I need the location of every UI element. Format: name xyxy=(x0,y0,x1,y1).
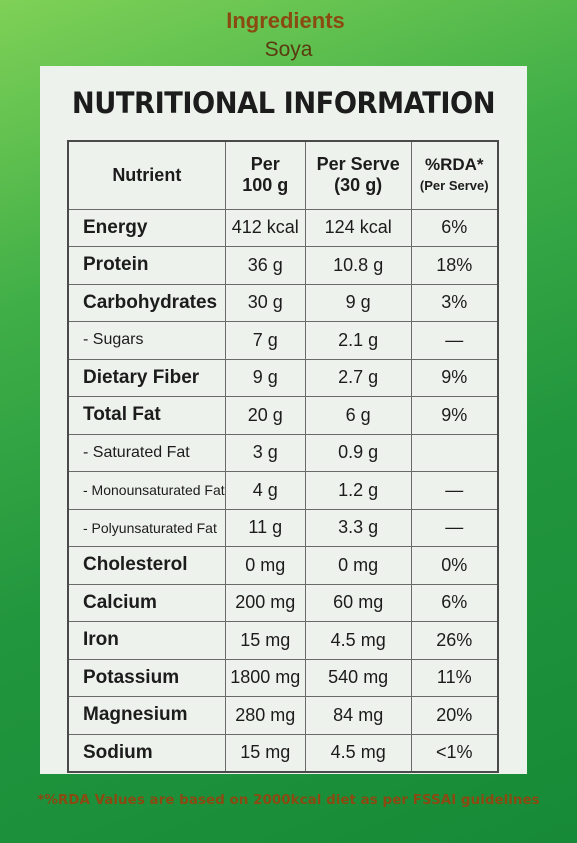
header-per-serve: Per Serve (30 g) xyxy=(304,140,412,210)
value-per-serve: 0.9 g xyxy=(304,433,412,472)
nutrient-name: Calcium xyxy=(67,583,226,622)
nutrient-name: Dietary Fiber xyxy=(67,358,226,397)
value-per-100g: 3 g xyxy=(224,433,306,472)
value-per-serve: 84 mg xyxy=(304,696,412,735)
value-rda: 9% xyxy=(410,396,499,435)
value-per-100g: 0 mg xyxy=(224,546,306,585)
header-nutrient: Nutrient xyxy=(67,140,226,210)
value-rda: — xyxy=(410,508,499,547)
value-per-serve: 4.5 mg xyxy=(304,621,412,660)
value-per-100g: 15 mg xyxy=(224,621,306,660)
header-rda-line2: (Per Serve) xyxy=(419,178,489,194)
value-per-serve: 1.2 g xyxy=(304,471,412,510)
nutrient-name: Energy xyxy=(67,208,226,247)
value-per-serve: 10.8 g xyxy=(304,246,412,285)
nutrient-name: - Polyunsaturated Fat xyxy=(67,508,226,547)
table-header-row: Nutrient Per 100 g Per Serve (30 g) %RDA… xyxy=(67,140,499,210)
panel-title: NUTRITIONAL INFORMATION xyxy=(71,86,496,120)
value-per-serve: 4.5 mg xyxy=(304,733,412,772)
value-per-100g: 11 g xyxy=(224,508,306,547)
value-rda: 11% xyxy=(410,658,499,697)
value-per-100g: 9 g xyxy=(224,358,306,397)
value-per-serve: 9 g xyxy=(304,283,412,322)
nutrient-name: Iron xyxy=(67,621,226,660)
value-per-serve: 3.3 g xyxy=(304,508,412,547)
value-per-100g: 412 kcal xyxy=(224,208,306,247)
value-per-100g: 1800 mg xyxy=(224,658,306,697)
nutrient-name: Total Fat xyxy=(67,396,226,435)
value-rda: 3% xyxy=(410,283,499,322)
value-per-serve: 124 kcal xyxy=(304,208,412,247)
header-per-serve-line1: Per Serve xyxy=(316,154,400,175)
nutrient-name: Magnesium xyxy=(67,696,226,735)
value-per-100g: 280 mg xyxy=(224,696,306,735)
value-rda: 26% xyxy=(410,621,499,660)
nutrient-name: - Saturated Fat xyxy=(67,433,226,472)
value-per-serve: 2.1 g xyxy=(304,321,412,360)
value-rda: — xyxy=(410,471,499,510)
value-per-serve: 6 g xyxy=(304,396,412,435)
table-row: Cholesterol 0 mg 0 mg 0% xyxy=(67,546,499,585)
header-per-serve-line2: (30 g) xyxy=(334,175,383,196)
value-per-100g: 7 g xyxy=(224,321,306,360)
table-row: Potassium 1800 mg 540 mg 11% xyxy=(67,658,499,697)
value-per-100g: 30 g xyxy=(224,283,306,322)
value-per-100g: 36 g xyxy=(224,246,306,285)
value-rda xyxy=(410,433,499,472)
table-row: Magnesium 280 mg 84 mg 20% xyxy=(67,696,499,735)
nutrient-name: Sodium xyxy=(67,733,226,772)
header-rda-line1: %RDA* xyxy=(424,155,484,175)
rda-footnote: *%RDA Values are based on 2000kcal diet … xyxy=(37,792,540,808)
nutrient-name: Potassium xyxy=(67,658,226,697)
value-per-serve: 2.7 g xyxy=(304,358,412,397)
table-row: Calcium 200 mg 60 mg 6% xyxy=(67,583,499,622)
value-per-serve: 540 mg xyxy=(304,658,412,697)
value-rda: — xyxy=(410,321,499,360)
table-row: - Sugars 7 g 2.1 g — xyxy=(67,321,499,360)
value-per-100g: 15 mg xyxy=(224,733,306,772)
nutrient-name: Cholesterol xyxy=(67,546,226,585)
nutrient-name: Protein xyxy=(67,246,226,285)
table-row: Energy 412 kcal 124 kcal 6% xyxy=(67,208,499,247)
value-rda: <1% xyxy=(410,733,499,772)
value-rda: 20% xyxy=(410,696,499,735)
nutrient-name: - Monounsaturated Fat xyxy=(67,471,226,510)
value-per-100g: 200 mg xyxy=(224,583,306,622)
value-per-100g: 20 g xyxy=(224,396,306,435)
table-row: Protein 36 g 10.8 g 18% xyxy=(67,246,499,285)
table-row: Iron 15 mg 4.5 mg 26% xyxy=(67,621,499,660)
nutrition-table: Nutrient Per 100 g Per Serve (30 g) %RDA… xyxy=(67,140,499,773)
value-rda: 18% xyxy=(410,246,499,285)
table-row: - Polyunsaturated Fat 11 g 3.3 g — xyxy=(67,508,499,547)
ingredient-name: Soya xyxy=(264,38,313,61)
table-row: Sodium 15 mg 4.5 mg <1% xyxy=(67,733,499,772)
value-rda: 6% xyxy=(410,208,499,247)
nutrient-name: - Sugars xyxy=(67,321,226,360)
value-rda: 9% xyxy=(410,358,499,397)
header-per-100g: Per 100 g xyxy=(224,140,306,210)
table-row: - Saturated Fat 3 g 0.9 g xyxy=(67,433,499,472)
ingredients-heading: Ingredients xyxy=(226,8,345,33)
table-row: - Monounsaturated Fat 4 g 1.2 g — xyxy=(67,471,499,510)
value-per-serve: 0 mg xyxy=(304,546,412,585)
nutrition-panel: NUTRITIONAL INFORMATION Nutrient Per 100… xyxy=(40,66,527,774)
value-rda: 6% xyxy=(410,583,499,622)
value-per-100g: 4 g xyxy=(224,471,306,510)
value-per-serve: 60 mg xyxy=(304,583,412,622)
value-rda: 0% xyxy=(410,546,499,585)
table-row: Dietary Fiber 9 g 2.7 g 9% xyxy=(67,358,499,397)
nutrient-name: Carbohydrates xyxy=(67,283,226,322)
header-per-100g-line1: Per xyxy=(250,154,280,175)
header-rda: %RDA* (Per Serve) xyxy=(410,140,499,210)
header-per-100g-line2: 100 g xyxy=(242,175,289,196)
